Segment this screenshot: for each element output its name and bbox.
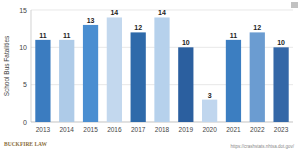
bar [226, 40, 241, 122]
bar [107, 17, 122, 122]
source-url: https://crashstats.nhtsa.dot.gov/ [230, 144, 294, 149]
data-label: 11 [39, 32, 47, 39]
x-tick-label: 2019 [179, 126, 194, 133]
data-label: 11 [63, 32, 71, 39]
chart-container: 0 5 10 15 School Bus Fatalities 11 2013 11 2014 1… [0, 0, 300, 154]
bar [273, 47, 288, 122]
bar [178, 47, 193, 122]
bar [154, 17, 169, 122]
x-tick-label: 2017 [131, 126, 146, 133]
x-tick-label: 2014 [59, 126, 74, 133]
y-tick-label: 0 [23, 119, 27, 126]
data-label: 14 [110, 9, 118, 16]
y-axis-line [31, 10, 32, 122]
data-label: 12 [134, 24, 142, 31]
bar [83, 25, 98, 122]
x-tick-label: 2020 [202, 126, 217, 133]
data-label: 3 [208, 92, 212, 99]
chart-svg: 0 5 10 15 School Bus Fatalities 11 2013 11 2014 1… [0, 0, 300, 154]
y-tick-label: 15 [19, 7, 27, 14]
bar [250, 32, 265, 122]
logo-text: BUCKFIRE LAW [4, 141, 47, 147]
y-axis-title: School Bus Fatalities [3, 35, 10, 96]
menu-icon [291, 7, 298, 8]
x-tick-label: 2015 [83, 126, 98, 133]
bar [131, 32, 146, 122]
bar [35, 40, 50, 122]
y-tick-label: 10 [19, 44, 27, 51]
data-label: 12 [253, 24, 261, 31]
data-label: 10 [182, 39, 190, 46]
bar [59, 40, 74, 122]
x-tick-label: 2022 [250, 126, 265, 133]
bars [35, 17, 288, 122]
x-tick-label: 2023 [274, 126, 289, 133]
x-tick-label: 2018 [155, 126, 170, 133]
data-label: 10 [277, 39, 285, 46]
x-tick-label: 2021 [226, 126, 241, 133]
data-label: 13 [87, 17, 95, 24]
data-label: 14 [158, 9, 166, 16]
bar [202, 100, 217, 122]
menu-icon [291, 5, 298, 6]
data-label: 11 [230, 32, 238, 39]
y-tick-label: 5 [23, 81, 27, 88]
x-tick-label: 2013 [36, 126, 51, 133]
x-tick-label: 2016 [107, 126, 122, 133]
menu-icon [291, 3, 298, 4]
